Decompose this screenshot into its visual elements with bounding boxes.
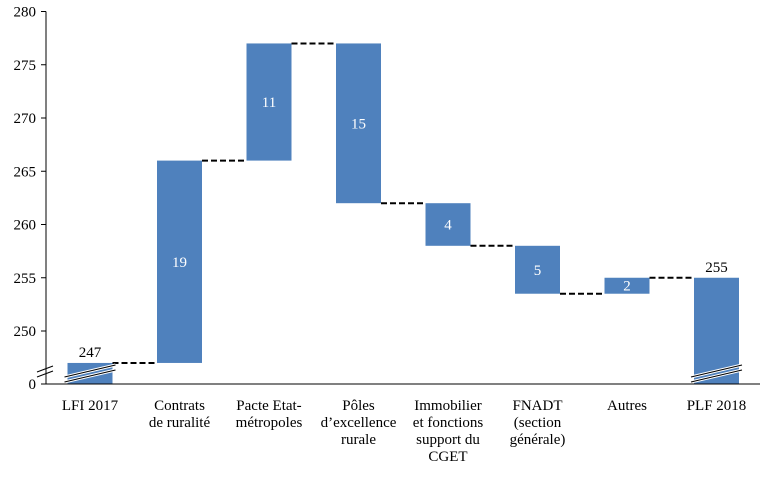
connectors-layer xyxy=(112,42,694,364)
bar-value-label: 255 xyxy=(705,260,728,276)
category-label-line: CGET xyxy=(428,449,467,465)
category-label-line: métropoles xyxy=(236,415,303,431)
category-label-line: de ruralité xyxy=(149,415,211,431)
bar-value-label: 5 xyxy=(534,263,542,279)
category-label-line: et fonctions xyxy=(413,415,484,431)
category-label-line: FNADT xyxy=(512,398,562,414)
bar-5 xyxy=(515,245,560,294)
bar-2 xyxy=(246,43,292,161)
bar-break-mark xyxy=(64,369,116,383)
category-label: Autres xyxy=(607,398,647,414)
bar-break-mark xyxy=(690,364,743,378)
bar-break-mark xyxy=(690,369,743,383)
y-tick-label: 275 xyxy=(14,58,37,74)
bar-4 xyxy=(425,203,471,246)
category-label-line: Immobilier xyxy=(414,398,482,414)
bar-value-label: 19 xyxy=(172,255,187,271)
axis-break-marks xyxy=(36,363,743,384)
bars-layer xyxy=(67,43,739,384)
category-label-line: rurale xyxy=(341,432,376,448)
y-tick-label: 0 xyxy=(29,377,37,393)
category-label-line: Contrats xyxy=(154,398,205,414)
category-label-line: support du xyxy=(416,432,480,448)
bar-value-label: 11 xyxy=(262,95,276,111)
category-label: LFI 2017 xyxy=(62,398,119,414)
category-label-line: Pôles xyxy=(342,398,375,414)
category-label-line: générale) xyxy=(510,432,566,448)
category-label: Pacte Etat-métropoles xyxy=(236,398,303,431)
y-tick-label: 250 xyxy=(14,324,37,340)
y-axis-break-mark xyxy=(36,365,54,373)
bar-6 xyxy=(604,277,650,294)
bar-labels: 247 19 11 15 4 5 2 255 xyxy=(79,95,728,361)
y-tick-label: 255 xyxy=(14,271,37,287)
bar-value-label: 247 xyxy=(79,345,102,361)
bar-3 xyxy=(336,43,381,204)
category-label-line: PLF 2018 xyxy=(687,398,747,414)
y-tick-label: 260 xyxy=(14,218,37,234)
y-axis: 0 250 255 260 265 270 275 280 xyxy=(14,5,760,393)
y-axis-break-mark xyxy=(36,370,54,378)
category-label-line: (section xyxy=(514,415,562,431)
category-label: PLF 2018 xyxy=(687,398,747,414)
y-tick-label: 280 xyxy=(14,5,37,21)
category-label-line: Pacte Etat- xyxy=(236,398,301,414)
bar-1 xyxy=(157,160,202,363)
category-label-line: d’excellence xyxy=(321,415,397,431)
category-label-line: Autres xyxy=(607,398,647,414)
bar-value-label: 15 xyxy=(351,116,366,132)
bar-value-label: 4 xyxy=(444,218,452,234)
y-tick-label: 265 xyxy=(14,164,37,180)
y-tick-label: 270 xyxy=(14,111,37,127)
category-label-line: LFI 2017 xyxy=(62,398,119,414)
bar-value-label: 2 xyxy=(623,279,631,295)
bar-break-mark xyxy=(64,364,116,378)
